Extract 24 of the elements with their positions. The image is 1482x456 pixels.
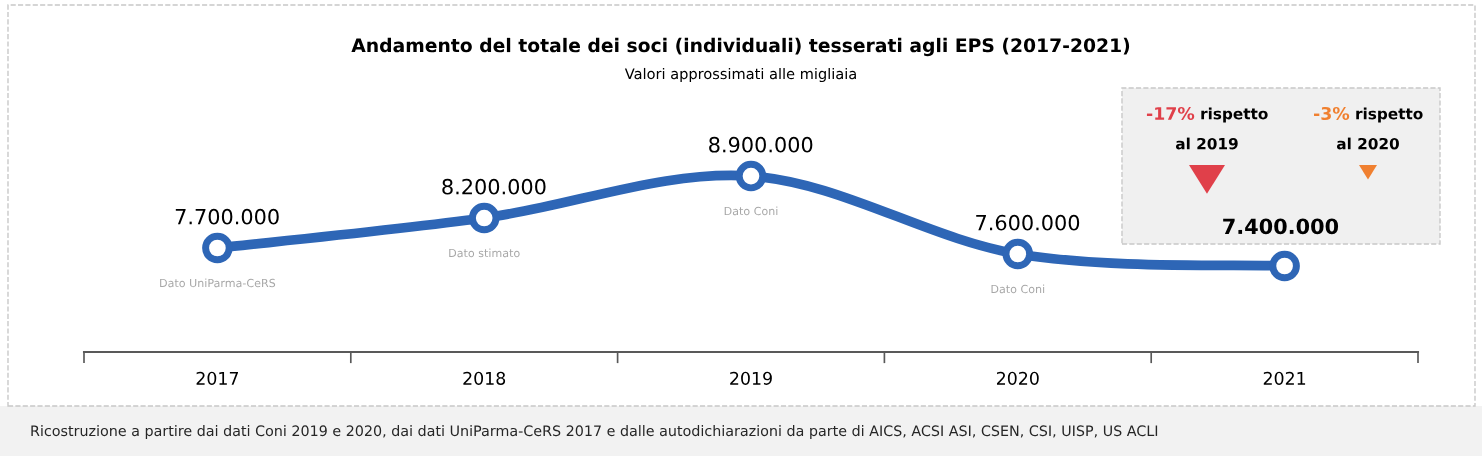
annotation: Dato stimato (449, 248, 520, 258)
x-tick-label: 2020 (996, 371, 1039, 385)
point (1002, 238, 1034, 270)
x-tick-label: 2019 (730, 371, 772, 385)
annotation: Dato UniParma-CeRS (160, 278, 276, 288)
data-label: 7.600.000 (976, 214, 1080, 231)
text: Ricostruzione a partire dai dati Coni 2019 e 2020, dai dati UniParma-CeRS 2017 e dalle autodichiarazioni da parte di AICS, ACSI ASI, CSEN, CSI, UISP, US ACLI (31, 425, 1158, 439)
data-label: 8.900.000 (709, 136, 813, 153)
data-label: 7.400.000 (1223, 218, 1339, 235)
text: -3% rispetto al 2020 (1314, 106, 1423, 150)
point (1269, 250, 1300, 282)
point (735, 160, 767, 192)
annotation: Dato Coni (724, 206, 778, 216)
annotation: Dato Coni (991, 284, 1045, 294)
data-label: 7.700.000 (175, 208, 279, 225)
x-tick-label: 2021 (1263, 371, 1306, 385)
point (468, 202, 500, 234)
data-label: 8.200.000 (442, 178, 546, 195)
x-tick-label: 2017 (196, 371, 239, 385)
text: -17% rispetto al 2019 (1146, 106, 1268, 150)
chart-title: Andamento del totale dei soci (individuali) tesserati agli EPS (2017-2021) (351, 37, 1130, 57)
x-tick-label: 2018 (463, 371, 506, 385)
point (202, 232, 233, 264)
chart-subtitle: Valori approssimati alle migliaia (624, 67, 856, 83)
